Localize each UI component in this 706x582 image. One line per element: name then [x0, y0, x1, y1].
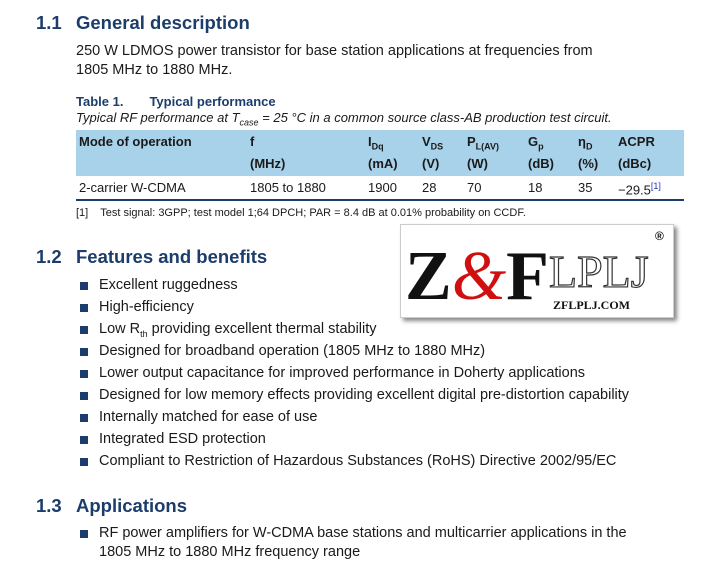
bullet-icon	[80, 348, 88, 356]
bullet-icon	[80, 392, 88, 400]
bullet-icon	[80, 530, 88, 538]
column-unit: (W)	[467, 156, 488, 171]
svg-text:LPLJ: LPLJ	[549, 246, 649, 297]
column-unit: (mA)	[368, 156, 398, 171]
column-unit: (%)	[578, 156, 599, 171]
column-header: ηD	[578, 134, 593, 152]
column-header: f	[250, 134, 255, 149]
table-header	[76, 130, 684, 176]
description-line-1: 250 W LDMOS power transistor for base st…	[76, 43, 593, 59]
bullet-icon	[80, 436, 88, 444]
bullet-icon	[80, 326, 88, 334]
column-unit: (dBc)	[618, 156, 652, 171]
column-header: VDS	[422, 134, 444, 152]
svg-text:®: ®	[655, 229, 664, 243]
column-header: Mode of operation	[79, 134, 192, 149]
table-cell: 1805 to 1880	[250, 180, 326, 195]
table-cell: 2-carrier W-CDMA	[79, 180, 186, 195]
footnote-link[interactable]: [1]	[650, 181, 661, 191]
bullet-icon	[80, 458, 88, 466]
table-cell: 1900	[368, 180, 397, 195]
svg-text:ZFLPLJ.COM: ZFLPLJ.COM	[553, 298, 630, 312]
description-line-2: 1805 MHz to 1880 MHz.	[76, 62, 233, 78]
table-cell: 18	[528, 180, 543, 195]
column-header: ACPR	[618, 134, 655, 149]
table-cell: −29.5[1]	[618, 181, 661, 198]
table-cell: 28	[422, 180, 437, 195]
table-footnote: [1] Test signal: 3GPP; test model 1;64 DP…	[76, 207, 526, 219]
column-header: IDq	[368, 134, 384, 152]
bullet-icon	[80, 414, 88, 422]
bullet-icon	[80, 370, 88, 378]
bullet-icon	[80, 282, 88, 290]
column-header: Gp	[528, 134, 544, 152]
table-caption: Table 1. Typical performance	[76, 94, 276, 109]
bullet-icon	[80, 304, 88, 312]
svg-text:Z&F: Z&F	[405, 238, 549, 315]
table-cell: 70	[467, 180, 482, 195]
table-cell: 35	[578, 180, 593, 195]
table-bottom-rule	[76, 199, 684, 201]
watermark-logo: Z&F LPLJ ZFLPLJ.COM ®	[400, 224, 674, 318]
column-unit: (dB)	[528, 156, 554, 171]
column-unit: (MHz)	[250, 156, 286, 171]
table-subtitle: Typical RF performance at Tcase = 25 °C …	[76, 110, 612, 128]
column-header: PL(AV)	[467, 134, 499, 152]
column-unit: (V)	[422, 156, 440, 171]
